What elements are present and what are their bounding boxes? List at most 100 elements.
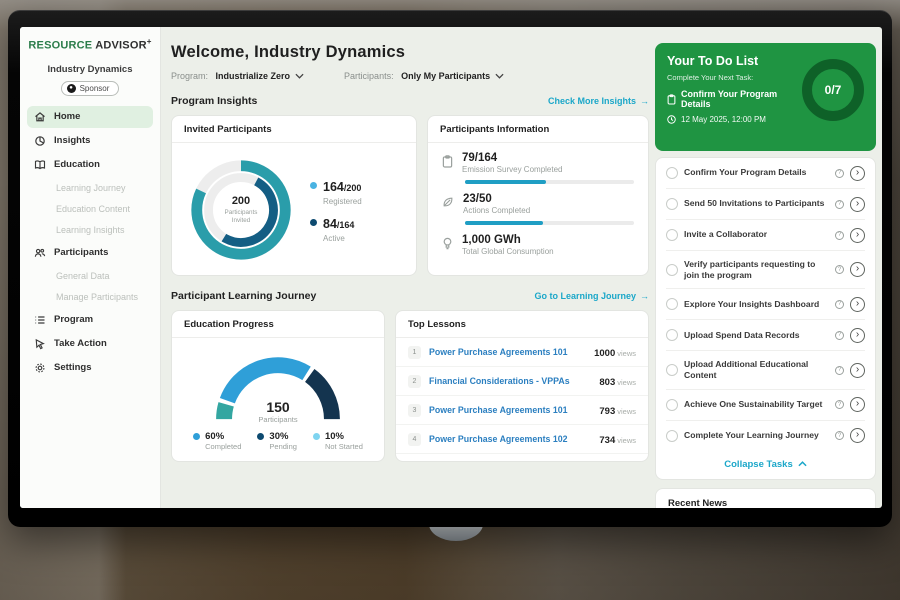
card-title: Invited Participants <box>172 116 416 143</box>
todo-item: Invite a Collaborator ? › <box>666 220 865 251</box>
registered-dot <box>310 182 317 189</box>
chevron-right-icon[interactable]: › <box>850 297 865 312</box>
gauge-center-label: Participants <box>203 415 353 424</box>
program-filter-label: Program: <box>171 71 208 81</box>
participants-filter[interactable]: Participants: Only My Participants <box>344 71 504 81</box>
metric-value: 79/164 <box>462 152 562 164</box>
todo-checkbox[interactable] <box>666 399 678 411</box>
todo-item: Verify participants requesting to join t… <box>666 251 865 289</box>
todo-column: Your To Do List Complete Your Next Task:… <box>655 43 876 508</box>
info-icon[interactable]: ? <box>835 366 844 375</box>
todo-checkbox[interactable] <box>666 329 678 341</box>
donut-legend: 164/200 Registered 84/164 Active <box>310 169 362 252</box>
go-to-learning-journey-link[interactable]: Go to Learning Journey → <box>534 291 649 301</box>
filters-row: Program: Industrialize Zero Participants… <box>171 71 649 81</box>
sidebar-item-education[interactable]: Education <box>27 154 153 176</box>
link-label: Check More Insights <box>548 96 636 106</box>
brand-secondary: ADVISOR <box>95 40 147 52</box>
todo-checkbox[interactable] <box>666 167 678 179</box>
card-title: Education Progress <box>172 311 384 338</box>
leaf-icon <box>442 196 454 208</box>
gear-icon <box>34 362 46 374</box>
brand-logo: RESOURCE ADVISOR+ <box>20 37 160 52</box>
metric-label: Total Global Consumption <box>462 247 554 256</box>
sidebar-item-take-action[interactable]: Take Action <box>27 333 153 355</box>
info-icon[interactable]: ? <box>835 400 844 409</box>
chevron-right-icon[interactable]: › <box>850 262 865 277</box>
home-icon <box>34 111 46 123</box>
page: RESOURCE ADVISOR+ Industry Dynamics ● Sp… <box>0 0 900 600</box>
info-icon[interactable]: ? <box>835 300 844 309</box>
lesson-link[interactable]: Financial Considerations - VPPAs <box>429 376 591 386</box>
collapse-tasks-link[interactable]: Collapse Tasks <box>666 451 865 479</box>
info-icon[interactable]: ? <box>835 231 844 240</box>
sidebar-item-learning-insights[interactable]: Learning Insights <box>27 220 153 240</box>
sidebar-item-label: Take Action <box>54 338 107 349</box>
bulb-icon <box>442 237 453 250</box>
todo-checkbox[interactable] <box>666 229 678 241</box>
check-more-insights-link[interactable]: Check More Insights → <box>548 96 649 106</box>
list-icon <box>34 314 46 326</box>
invited-participants-card: Invited Participants <box>171 115 417 276</box>
todo-checkbox[interactable] <box>666 430 678 442</box>
sidebar-item-education-content[interactable]: Education Content <box>27 199 153 219</box>
card-title: Top Lessons <box>396 311 648 338</box>
sidebar-item-participants[interactable]: Participants <box>27 242 153 264</box>
main-content: Welcome, Industry Dynamics Program: Indu… <box>161 27 882 508</box>
lesson-link[interactable]: Power Purchase Agreements 102 <box>429 434 591 444</box>
top-lessons-card: Top Lessons 1 Power Purchase Agreements … <box>395 310 649 462</box>
chevron-right-icon[interactable]: › <box>850 397 865 412</box>
sponsor-icon: ● <box>67 84 76 93</box>
info-icon[interactable]: ? <box>835 331 844 340</box>
todo-checkbox[interactable] <box>666 364 678 376</box>
info-icon[interactable]: ? <box>835 169 844 178</box>
program-filter-value: Industrialize Zero <box>216 71 291 81</box>
todo-checkbox[interactable] <box>666 198 678 210</box>
chevron-right-icon[interactable]: › <box>850 428 865 443</box>
brand-plus: + <box>147 37 152 46</box>
chevron-right-icon[interactable]: › <box>850 197 865 212</box>
sidebar-item-manage-participants[interactable]: Manage Participants <box>27 287 153 307</box>
link-label: Go to Learning Journey <box>534 291 636 301</box>
sidebar-item-home[interactable]: Home <box>27 106 153 128</box>
todo-item: Confirm Your Program Details ? › <box>666 158 865 189</box>
info-icon[interactable]: ? <box>835 431 844 440</box>
lesson-rank: 2 <box>408 375 421 388</box>
todo-item: Complete Your Learning Journey ? › <box>666 421 865 451</box>
invited-donut-chart: 200 Participants Invited <box>182 151 300 269</box>
insights-icon <box>34 135 46 147</box>
take-action-icon <box>34 338 46 350</box>
chevron-right-icon[interactable]: › <box>850 166 865 181</box>
metric-actions: 23/50 Actions Completed <box>428 184 648 215</box>
program-filter[interactable]: Program: Industrialize Zero <box>171 71 304 81</box>
metric-label: Emission Survey Completed <box>462 165 562 174</box>
monitor-bezel: RESOURCE ADVISOR+ Industry Dynamics ● Sp… <box>8 10 892 527</box>
sidebar-item-settings[interactable]: Settings <box>27 357 153 379</box>
todo-next-task-time: 12 May 2025, 12:00 PM <box>681 115 766 124</box>
lesson-link[interactable]: Power Purchase Agreements 101 <box>429 405 591 415</box>
chevron-right-icon[interactable]: › <box>850 328 865 343</box>
lesson-row: 1 Power Purchase Agreements 101 1000view… <box>396 338 648 367</box>
todo-item: Send 50 Invitations to Participants ? › <box>666 189 865 220</box>
info-icon[interactable]: ? <box>835 200 844 209</box>
sidebar-item-program[interactable]: Program <box>27 309 153 331</box>
sidebar-item-learning-journey[interactable]: Learning Journey <box>27 178 153 198</box>
legend-registered: 164/200 Registered <box>310 178 362 206</box>
todo-checkbox[interactable] <box>666 264 678 276</box>
section-title-learning-journey: Participant Learning Journey <box>171 290 316 302</box>
todo-checkbox[interactable] <box>666 298 678 310</box>
sidebar-item-general-data[interactable]: General Data <box>27 266 153 286</box>
completed-dot <box>193 433 200 440</box>
education-gauge-chart: 150 Participants <box>203 348 353 424</box>
lesson-link[interactable]: Power Purchase Agreements 101 <box>429 347 586 357</box>
metric-consumption: 1,000 GWh Total Global Consumption <box>428 225 648 256</box>
chevron-right-icon[interactable]: › <box>850 228 865 243</box>
chevron-right-icon[interactable]: › <box>850 363 865 378</box>
sidebar-item-insights[interactable]: Insights <box>27 130 153 152</box>
info-icon[interactable]: ? <box>835 265 844 274</box>
clipboard-icon <box>667 94 676 105</box>
donut-center-value: 200 <box>232 195 250 207</box>
sidebar-item-label: Home <box>54 111 80 122</box>
active-total: /164 <box>337 220 355 230</box>
lesson-row: 5 Power Purchase Agreements 103 600views <box>396 454 648 462</box>
